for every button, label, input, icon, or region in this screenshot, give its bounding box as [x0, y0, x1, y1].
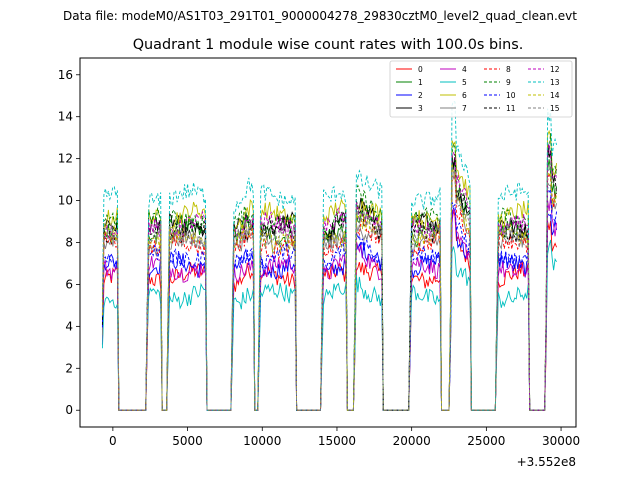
legend-label-1: 1 [418, 78, 423, 87]
y-tick-label: 14 [58, 110, 73, 124]
legend-label-2: 2 [418, 91, 423, 100]
x-tick-label: 10000 [243, 434, 281, 448]
series-line-5 [101, 239, 557, 411]
y-tick-label: 8 [65, 236, 73, 250]
x-axis: 0 5000 10000 15000 20000 25000 30000 [109, 427, 580, 448]
legend-label-15: 15 [550, 104, 560, 113]
series-layer [101, 100, 558, 411]
legend-label-9: 9 [506, 78, 511, 87]
legend-label-5: 5 [462, 78, 467, 87]
series-line-9 [101, 133, 558, 411]
legend-label-6: 6 [462, 91, 467, 100]
x-tick-label: 20000 [393, 434, 431, 448]
y-tick-label: 0 [65, 403, 73, 417]
legend-label-11: 11 [506, 104, 516, 113]
x-axis-offset-label: +3.552e8 [517, 455, 576, 469]
x-tick-label: 30000 [542, 434, 580, 448]
series-line-13 [101, 100, 558, 411]
legend-label-7: 7 [462, 104, 467, 113]
y-tick-label: 4 [65, 319, 73, 333]
x-tick-label: 0 [109, 434, 117, 448]
legend-label-14: 14 [550, 91, 560, 100]
legend-label-12: 12 [550, 65, 560, 74]
y-tick-label: 16 [58, 68, 73, 82]
legend-label-10: 10 [506, 91, 516, 100]
y-tick-label: 6 [65, 277, 73, 291]
legend-label-0: 0 [418, 65, 423, 74]
legend-label-13: 13 [550, 78, 560, 87]
chart-title: Quadrant 1 module wise count rates with … [133, 37, 524, 53]
series-line-15 [101, 161, 557, 411]
y-tick-label: 2 [65, 361, 73, 375]
y-axis: 0 2 4 6 8 10 12 14 16 [58, 68, 80, 417]
legend-label-3: 3 [418, 104, 423, 113]
legend-frame [389, 60, 573, 118]
y-tick-label: 10 [58, 194, 73, 208]
legend-label-4: 4 [462, 65, 467, 74]
x-tick-label: 5000 [172, 434, 203, 448]
series-line-1 [101, 157, 558, 411]
figure-suptitle: Data file: modeM0/AS1T03_291T01_90000042… [63, 9, 577, 23]
legend-label-8: 8 [506, 65, 511, 74]
x-tick-label: 15000 [318, 434, 356, 448]
x-tick-label: 25000 [467, 434, 505, 448]
y-tick-label: 12 [58, 152, 73, 166]
series-line-14 [101, 163, 558, 411]
